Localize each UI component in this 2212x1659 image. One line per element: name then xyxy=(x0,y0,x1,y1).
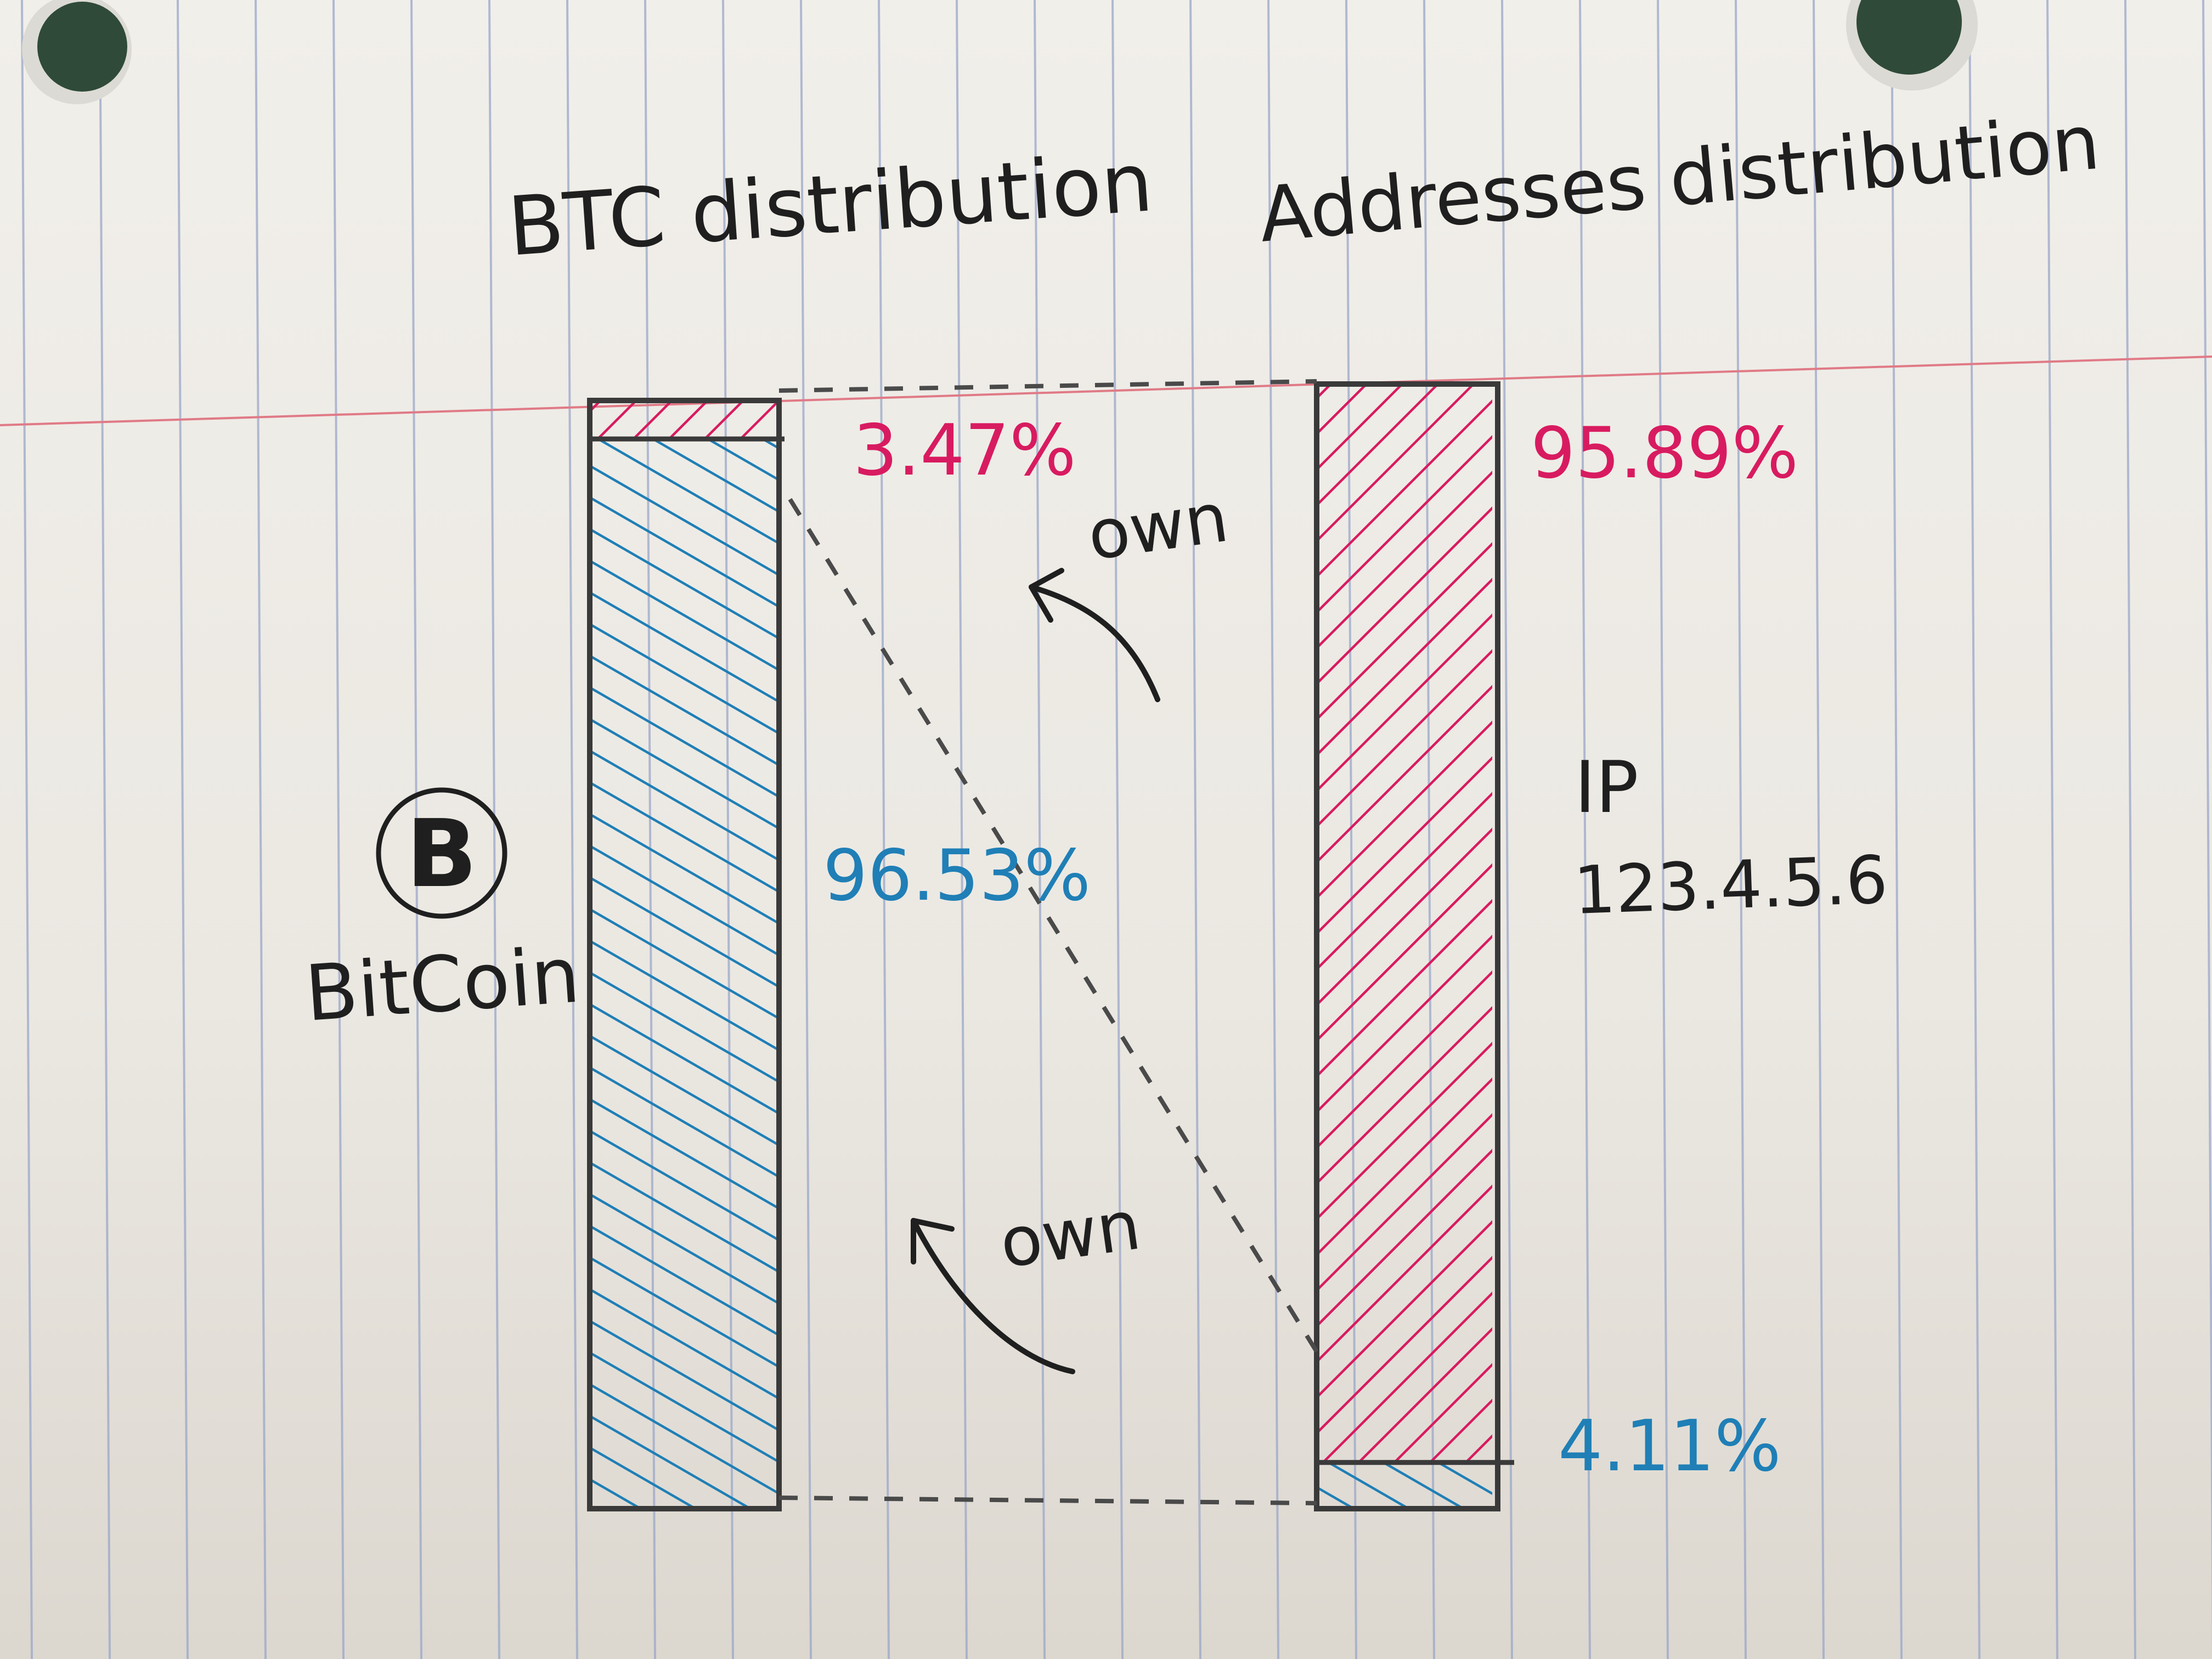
curved-arrow-icon xyxy=(1029,568,1160,702)
ruled-line xyxy=(332,0,345,1659)
ruled-lines xyxy=(21,0,2212,1659)
ruled-line xyxy=(2046,0,2058,1659)
ruled-line xyxy=(956,0,968,1659)
ruled-line xyxy=(1579,0,1591,1659)
ruled-line xyxy=(410,0,422,1659)
bottom-dashed-connector xyxy=(778,1496,1317,1505)
ruled-line xyxy=(1891,0,1903,1659)
addresses-bottom-segment xyxy=(1317,1462,1492,1509)
addresses-bar-outline xyxy=(1314,381,1500,1511)
addresses-distribution-title: Addresses distribution xyxy=(1256,98,2103,259)
diagonal-dashed-connector xyxy=(788,498,1324,1362)
ruled-line xyxy=(2124,0,2136,1659)
ruled-line xyxy=(1501,0,1513,1659)
ruled-line xyxy=(488,0,500,1659)
ruled-line xyxy=(177,0,189,1659)
ruled-line xyxy=(1968,0,1980,1659)
ruled-line xyxy=(566,0,578,1659)
ruled-line xyxy=(99,0,111,1659)
btc-bar xyxy=(587,398,785,1511)
ruled-line xyxy=(1111,0,1124,1659)
ruled-line xyxy=(255,0,267,1659)
bitcoin-symbol: B xyxy=(406,800,477,909)
ip-value: 123.4.5.6 xyxy=(1572,842,1889,929)
own-label-lower: own xyxy=(995,1186,1145,1283)
bitcoin-label: BitCoin xyxy=(302,930,583,1039)
addresses-bottom-percentage: 4.11% xyxy=(1558,1406,1781,1487)
ruled-line xyxy=(1267,0,1279,1659)
btc-bottom-percentage: 96.53% xyxy=(823,835,1091,917)
dashed-connectors xyxy=(778,379,1324,1505)
ruled-line xyxy=(21,0,33,1659)
btc-top-percentage: 3.47% xyxy=(853,410,1076,492)
ruled-line xyxy=(1813,0,1825,1659)
btc-bottom-segment xyxy=(592,439,779,1509)
bitcoin-logo-icon: B xyxy=(376,787,507,919)
curved-arrow-icon xyxy=(911,1218,1075,1374)
btc-distribution-title: BTC distribution xyxy=(505,135,1155,274)
addresses-bar xyxy=(1314,381,1514,1511)
ruled-line xyxy=(800,0,812,1659)
punch-hole-icon xyxy=(22,0,1978,104)
addresses-top-segment xyxy=(1317,384,1492,1463)
ip-label: IP xyxy=(1575,746,1639,829)
btc-bar-outline xyxy=(587,398,782,1511)
margin-line xyxy=(0,356,2212,426)
btc-top-segment xyxy=(592,400,779,439)
ruled-line xyxy=(2202,0,2212,1659)
own-label-upper: own xyxy=(1083,478,1233,575)
ruled-line xyxy=(878,0,890,1659)
ruled-line xyxy=(1034,0,1046,1659)
addresses-top-percentage: 95.89% xyxy=(1531,413,1798,494)
ruled-line xyxy=(1189,0,1201,1659)
ruled-line xyxy=(1735,0,1747,1659)
ruled-line xyxy=(1657,0,1669,1659)
